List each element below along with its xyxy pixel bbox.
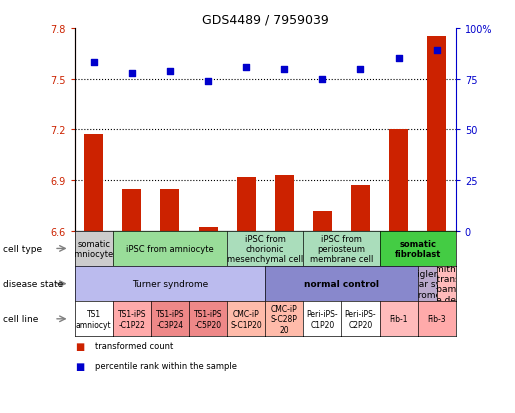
Text: TS1-iPS
-C1P22: TS1-iPS -C1P22: [117, 309, 146, 329]
Text: Fib-1: Fib-1: [389, 315, 408, 323]
Text: CMC-iP
S-C28P
20: CMC-iP S-C28P 20: [271, 304, 298, 334]
Point: [128, 70, 136, 77]
Point: [318, 76, 327, 83]
Text: ■: ■: [75, 361, 84, 371]
Point: [242, 64, 250, 71]
Bar: [160, 189, 179, 231]
Text: Turner syndrome: Turner syndrome: [132, 280, 208, 288]
Text: TS1
amniocyt: TS1 amniocyt: [76, 309, 112, 329]
Bar: [427, 37, 446, 231]
Text: Omithin
e transc
arbamyl
ase defic: Omithin e transc arbamyl ase defic: [426, 264, 467, 304]
Text: TS1-iPS
-C3P24: TS1-iPS -C3P24: [156, 309, 184, 329]
Bar: [351, 186, 370, 231]
Text: cell line: cell line: [3, 315, 38, 323]
Text: CMC-iP
S-C1P20: CMC-iP S-C1P20: [230, 309, 262, 329]
Text: iPSC from amniocyte: iPSC from amniocyte: [126, 244, 214, 253]
Text: somatic
fibroblast: somatic fibroblast: [394, 239, 441, 259]
Text: Peri-iPS-
C1P20: Peri-iPS- C1P20: [306, 309, 338, 329]
Text: transformed count: transformed count: [95, 341, 174, 350]
Bar: [198, 228, 217, 231]
Bar: [313, 211, 332, 231]
Bar: [389, 130, 408, 231]
Text: iPSC from
periosteum
membrane cell: iPSC from periosteum membrane cell: [310, 234, 373, 263]
Point: [280, 66, 288, 73]
Text: Fib-3: Fib-3: [427, 315, 446, 323]
Point: [90, 60, 98, 66]
Point: [394, 56, 403, 63]
Text: TS1-iPS
-C5P20: TS1-iPS -C5P20: [194, 309, 222, 329]
Point: [204, 78, 212, 85]
Text: normal control: normal control: [304, 280, 379, 288]
Title: GDS4489 / 7959039: GDS4489 / 7959039: [202, 13, 329, 26]
Bar: [236, 177, 255, 231]
Text: Crigler-N
ajjar syn
drome: Crigler-N ajjar syn drome: [407, 269, 447, 299]
Bar: [84, 135, 103, 231]
Text: percentile rank within the sample: percentile rank within the sample: [95, 361, 237, 370]
Bar: [274, 176, 294, 231]
Point: [356, 66, 365, 73]
Bar: [122, 189, 141, 231]
Text: cell type: cell type: [3, 244, 42, 253]
Text: ■: ■: [75, 341, 84, 351]
Point: [166, 68, 174, 75]
Point: [433, 48, 441, 55]
Text: iPSC from
chorionic
mesenchymal cell: iPSC from chorionic mesenchymal cell: [227, 234, 303, 263]
Text: disease state: disease state: [3, 280, 63, 288]
Text: somatic
amniocytes: somatic amniocytes: [70, 239, 118, 259]
Text: Peri-iPS-
C2P20: Peri-iPS- C2P20: [345, 309, 376, 329]
